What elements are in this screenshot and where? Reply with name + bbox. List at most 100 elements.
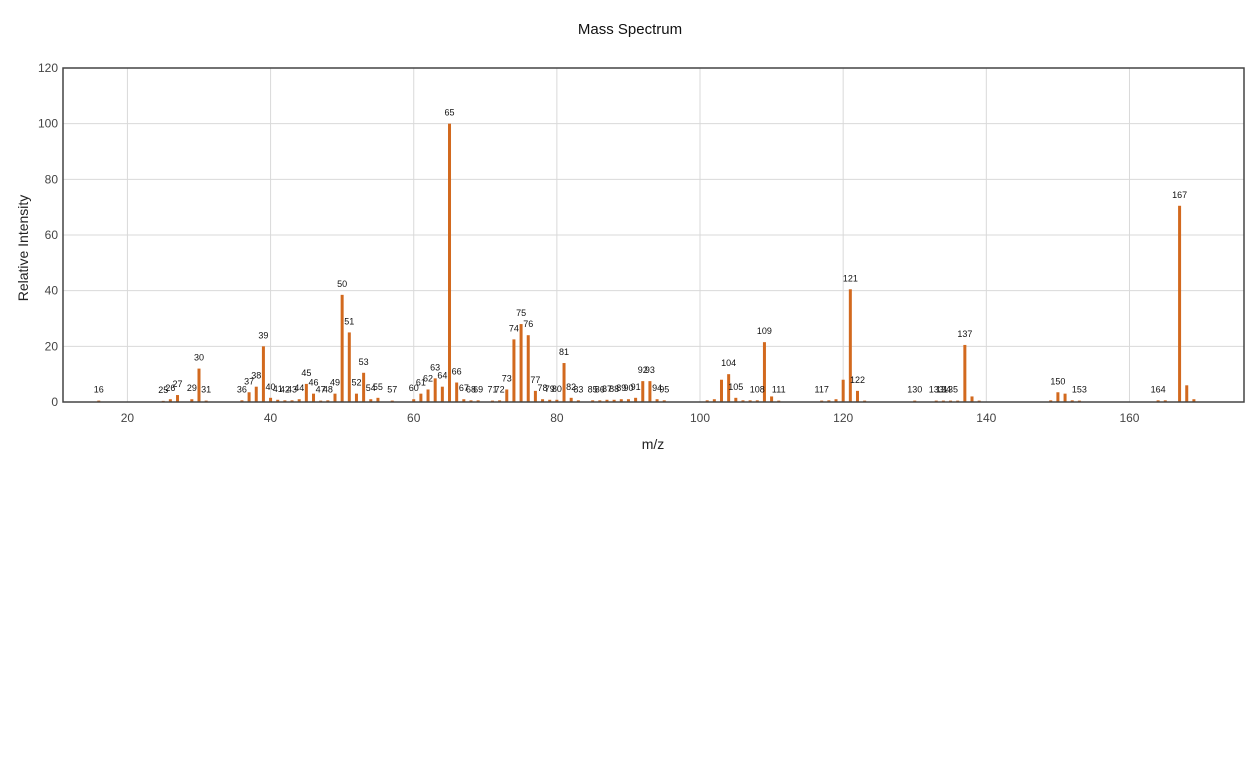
bar-mz-95: [662, 400, 666, 402]
x-tick-label: 20: [121, 411, 135, 425]
bar-mz-40: [269, 397, 273, 402]
bar-mz-167: [1178, 205, 1182, 402]
peak-label-85: 85: [588, 384, 598, 394]
peak-label-135: 135: [943, 385, 958, 395]
x-tick-label: 100: [690, 411, 710, 425]
peak-label-61: 61: [416, 378, 426, 388]
peak-label-164: 164: [1151, 384, 1166, 394]
peak-label-69: 69: [473, 384, 483, 394]
bar-mz-64: [440, 386, 444, 402]
bar-mz-74: [512, 339, 516, 402]
peak-label-66: 66: [452, 367, 462, 377]
x-tick-label: 40: [264, 411, 278, 425]
bars: [97, 123, 1196, 403]
bar-mz-79: [548, 399, 552, 402]
peak-label-53: 53: [359, 357, 369, 367]
peak-label-153: 153: [1072, 385, 1087, 395]
bar-mz-101: [705, 400, 709, 402]
bar-mz-119: [834, 399, 838, 402]
peak-label-55: 55: [373, 382, 383, 392]
bar-mz-108: [755, 400, 759, 402]
bar-mz-120: [841, 379, 845, 402]
bar-mz-87: [605, 399, 609, 402]
bar-mz-37: [247, 392, 251, 402]
bar-mz-88: [612, 399, 616, 402]
bar-mz-48: [326, 400, 330, 402]
y-tick-label: 80: [45, 172, 59, 186]
peak-label-46: 46: [309, 378, 319, 388]
bar-mz-42: [283, 400, 287, 402]
bar-mz-41: [276, 399, 280, 402]
bar-mz-75: [519, 324, 523, 402]
bar-mz-27: [176, 395, 180, 402]
bar-mz-77: [533, 390, 537, 402]
peak-label-30: 30: [194, 353, 204, 363]
bar-mz-90: [626, 399, 630, 402]
peak-label-82: 82: [566, 382, 576, 392]
y-tick-label: 40: [45, 284, 59, 298]
peak-label-130: 130: [907, 385, 922, 395]
peak-label-87: 87: [602, 384, 612, 394]
peak-label-73: 73: [502, 373, 512, 383]
bar-mz-49: [333, 393, 337, 402]
peak-label-117: 117: [815, 385, 829, 395]
x-axis-title: m/z: [642, 436, 665, 452]
x-tick-label: 160: [1119, 411, 1139, 425]
peak-label-31: 31: [201, 385, 211, 395]
peak-label-47: 47: [316, 385, 326, 395]
peak-label-54: 54: [366, 383, 376, 393]
bar-mz-80: [555, 399, 559, 402]
bar-mz-51: [347, 332, 351, 402]
peak-label-39: 39: [258, 330, 268, 340]
bar-mz-65: [448, 123, 452, 403]
peak-label-105: 105: [728, 382, 743, 392]
y-tick-label: 0: [51, 395, 58, 409]
bar-mz-38: [254, 386, 258, 402]
peak-label-16: 16: [94, 385, 104, 395]
peak-label-44: 44: [294, 383, 304, 393]
bar-mz-150: [1056, 392, 1060, 402]
bar-mz-76: [526, 335, 530, 402]
bar-mz-164: [1156, 400, 1160, 402]
bar-mz-63: [433, 378, 437, 402]
peak-label-86: 86: [595, 384, 605, 394]
bar-mz-39: [261, 346, 265, 402]
peak-label-121: 121: [843, 273, 858, 283]
peak-label-45: 45: [301, 368, 311, 378]
peak-label-90: 90: [623, 383, 633, 393]
peak-label-42: 42: [280, 384, 290, 394]
bar-mz-45: [304, 383, 308, 402]
bar-mz-151: [1063, 393, 1067, 402]
bar-mz-102: [712, 399, 716, 402]
peak-label-74: 74: [509, 323, 519, 333]
peak-label-51: 51: [344, 316, 354, 326]
peak-label-27: 27: [173, 379, 183, 389]
peak-label-122: 122: [850, 375, 865, 385]
bar-mz-138: [970, 396, 974, 402]
peak-label-137: 137: [957, 329, 972, 339]
y-tick-label: 120: [38, 61, 58, 75]
bar-mz-30: [197, 368, 201, 402]
bar-mz-83: [576, 400, 580, 402]
bar-mz-52: [354, 393, 358, 402]
bar-mz-69: [476, 400, 480, 402]
bar-mz-94: [655, 399, 659, 402]
x-tick-label: 60: [407, 411, 421, 425]
peak-label-77: 77: [530, 375, 540, 385]
x-tick-label: 140: [976, 411, 996, 425]
bar-mz-61: [419, 393, 423, 402]
bar-mz-50: [340, 294, 344, 402]
peak-label-37: 37: [244, 376, 254, 386]
peak-label-104: 104: [721, 358, 736, 368]
bar-mz-86: [598, 400, 602, 402]
bar-mz-55: [376, 397, 380, 402]
bar-mz-165: [1163, 400, 1167, 402]
peak-label-49: 49: [330, 378, 340, 388]
peak-label-38: 38: [251, 371, 261, 381]
chart-title: Mass Spectrum: [578, 21, 682, 38]
grid-lines: [63, 67, 1244, 403]
bar-mz-66: [455, 382, 459, 402]
peak-label-48: 48: [323, 384, 333, 394]
peak-label-68: 68: [466, 384, 476, 394]
